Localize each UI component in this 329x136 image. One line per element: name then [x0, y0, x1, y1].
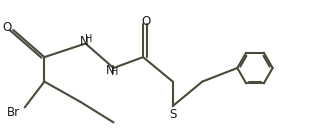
Text: O: O — [2, 21, 11, 34]
Text: S: S — [169, 108, 176, 121]
Text: O: O — [142, 15, 151, 28]
Text: N: N — [106, 64, 114, 77]
Text: N: N — [80, 35, 88, 48]
Text: H: H — [85, 34, 92, 44]
Text: Br: Br — [7, 106, 20, 119]
Text: H: H — [112, 67, 119, 77]
